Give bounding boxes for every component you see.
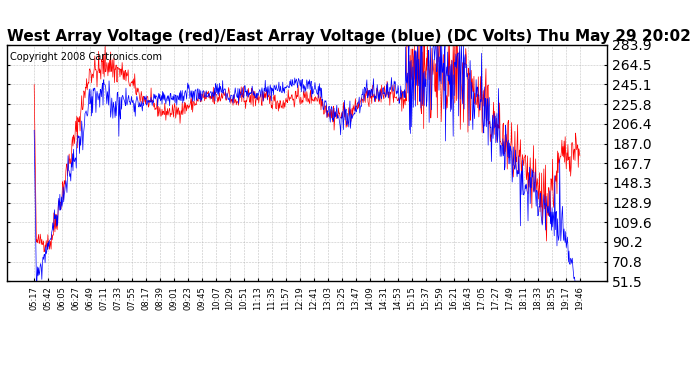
Text: Copyright 2008 Cartronics.com: Copyright 2008 Cartronics.com [10,52,162,62]
Text: West Array Voltage (red)/East Array Voltage (blue) (DC Volts) Thu May 29 20:02: West Array Voltage (red)/East Array Volt… [7,29,690,44]
